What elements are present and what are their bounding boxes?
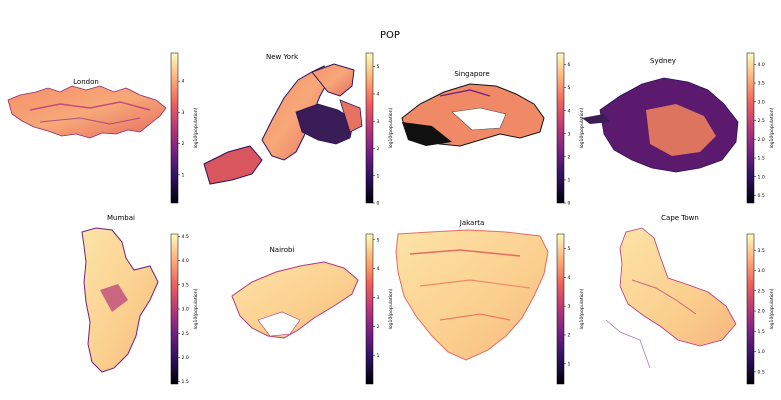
map-singapore xyxy=(401,83,545,147)
colorbar-tick-label: 2 xyxy=(568,333,571,339)
colorbar-tick-label: 2.5 xyxy=(758,118,765,124)
panel-title-sydney: Sydney xyxy=(650,57,676,65)
panel-london: London 1 2 3 4 log10(population) xyxy=(73,52,199,204)
colorbar-tick-label: 2.0 xyxy=(182,355,189,361)
colorbar-tick-label: 1 xyxy=(182,172,185,178)
colorbar-tick-label: 4 xyxy=(377,92,380,98)
colorbar-new-york xyxy=(365,52,374,204)
colorbar-tick-label: 2 xyxy=(182,141,185,147)
colorbar-tick-label: 0 xyxy=(377,201,380,207)
colorbar-tick-label: 4 xyxy=(377,266,380,272)
panel-mumbai: Mumbai 1.5 2.0 2.5 3.0 3.5 4.0 4.5 log10(popula… xyxy=(107,214,199,385)
colorbar-mumbai xyxy=(170,233,179,385)
panel-new-york: New York 0 1 2 3 4 5 log10(population) xyxy=(266,52,394,207)
colorbar-cape-town xyxy=(746,233,755,385)
colorbar-tick-label: 3.5 xyxy=(758,81,765,87)
colorbar-label: log10(population) xyxy=(579,107,585,148)
panel-sydney: Sydney 0.5 1.0 1.5 2.0 2.5 3.0 3.5 4.0 log10(pop… xyxy=(650,52,775,204)
colorbar-tick-label: 4.5 xyxy=(182,234,189,240)
colorbar-tick-label: 2 xyxy=(568,154,571,160)
panel-title-cape-town: Cape Town xyxy=(661,214,699,222)
colorbar-tick-label: 1.5 xyxy=(758,329,765,335)
colorbar-tick-label: 3 xyxy=(568,304,571,310)
colorbar-tick-label: 1.5 xyxy=(182,379,189,385)
colorbar-tick-label: 1.0 xyxy=(758,349,765,355)
map-nairobi xyxy=(231,261,359,339)
colorbar-tick-label: 3.5 xyxy=(182,282,189,288)
colorbar-jakarta xyxy=(556,233,565,385)
map-mumbai xyxy=(81,227,159,373)
colorbar-tick-label: 2.5 xyxy=(758,288,765,294)
colorbar-singapore xyxy=(556,52,565,204)
colorbar-tick-label: 0.5 xyxy=(758,369,765,375)
panel-cape-town: Cape Town 0.5 1.0 1.5 2.0 2.5 3.0 3.5 log10(pop… xyxy=(661,214,775,385)
colorbar-tick-label: 4 xyxy=(568,108,571,114)
colorbar-tick-label: 3 xyxy=(182,110,185,116)
panel-jakarta: Jakarta 1 2 3 4 5 log10(population) xyxy=(459,219,585,385)
colorbar-tick-label: 2.0 xyxy=(758,137,765,143)
colorbar-tick-label: 1 xyxy=(377,353,380,359)
colorbar-tick-label: 5 xyxy=(377,64,380,70)
colorbar-tick-label: 4 xyxy=(182,79,185,85)
colorbar-tick-label: 3.0 xyxy=(758,99,765,105)
panel-title-mumbai: Mumbai xyxy=(107,214,135,222)
colorbar-tick-label: 4 xyxy=(568,275,571,281)
colorbar-label: log10(population) xyxy=(193,107,199,148)
colorbar-label: log10(population) xyxy=(769,107,775,148)
colorbar-tick-label: 1 xyxy=(568,361,571,367)
colorbar-tick-label: 3.5 xyxy=(758,248,765,254)
panel-title-new-york: New York xyxy=(266,53,299,61)
colorbar-tick-label: 3.0 xyxy=(182,307,189,313)
colorbar-label: log10(population) xyxy=(388,288,394,329)
colorbar-tick-label: 3 xyxy=(377,119,380,125)
colorbar-tick-label: 3.0 xyxy=(758,268,765,274)
panel-title-nairobi: Nairobi xyxy=(270,246,295,254)
colorbar-tick-label: 5 xyxy=(377,237,380,243)
colorbar-tick-label: 0.5 xyxy=(758,193,765,199)
panel-singapore: Singapore 0 1 2 3 4 5 6 log10(population) xyxy=(454,52,585,207)
map-new-york xyxy=(203,63,363,185)
colorbar-tick-label: 2.5 xyxy=(182,331,189,337)
colorbar-tick-label: 6 xyxy=(568,62,571,68)
colorbar-label: log10(population) xyxy=(193,288,199,329)
panel-nairobi: Nairobi 1 2 3 4 5 log10(population) xyxy=(270,233,394,385)
colorbar-tick-label: 4.0 xyxy=(758,62,765,68)
colorbar-tick-label: 2 xyxy=(377,146,380,152)
colorbar-tick-label: 4.0 xyxy=(182,258,189,264)
colorbar-tick-label: 0 xyxy=(568,201,571,207)
colorbar-tick-label: 1 xyxy=(568,178,571,184)
colorbar-london xyxy=(170,52,179,204)
colorbar-tick-label: 2 xyxy=(377,324,380,330)
colorbar-label: log10(population) xyxy=(579,288,585,329)
colorbar-sydney xyxy=(746,52,755,204)
map-cape-town xyxy=(605,227,737,369)
colorbar-tick-label: 3 xyxy=(377,295,380,301)
colorbar-tick-label: 2.0 xyxy=(758,309,765,315)
figure-suptitle: POP xyxy=(380,30,400,41)
colorbar-tick-label: 5 xyxy=(568,85,571,91)
colorbar-tick-label: 1.5 xyxy=(758,156,765,162)
colorbar-label: log10(population) xyxy=(769,288,775,329)
colorbar-label: log10(population) xyxy=(388,107,394,148)
panel-title-jakarta: Jakarta xyxy=(459,219,485,227)
colorbar-tick-label: 3 xyxy=(568,131,571,137)
panel-title-singapore: Singapore xyxy=(454,70,489,78)
colorbar-nairobi xyxy=(365,233,374,385)
colorbar-tick-label: 5 xyxy=(568,246,571,252)
map-sydney xyxy=(582,77,739,173)
colorbar-tick-label: 1 xyxy=(377,173,380,179)
colorbar-tick-label: 1.0 xyxy=(758,174,765,180)
panel-title-london: London xyxy=(73,78,99,86)
map-jakarta xyxy=(395,229,549,361)
map-london xyxy=(7,85,167,139)
